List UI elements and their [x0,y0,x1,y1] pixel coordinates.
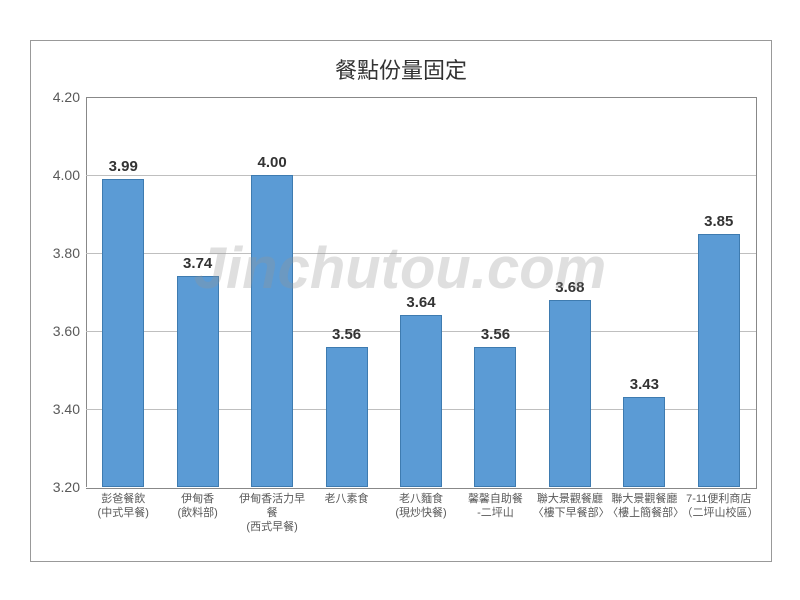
y-tick-label: 4.20 [30,89,80,105]
y-tick-label: 3.40 [30,401,80,417]
bar-value-label: 3.74 [183,255,212,272]
chart-title: 餐點份量固定 [31,53,771,85]
y-tick-label: 3.20 [30,479,80,495]
y-tick-label: 4.00 [30,167,80,183]
plot-area: 3.203.403.603.804.004.20 3.993.744.003.5… [86,97,756,487]
bar-value-label: 3.64 [406,294,435,311]
bar [177,276,219,487]
y-tick-label: 3.60 [30,323,80,339]
x-axis-label: 聯大景觀餐廳〈樓下早餐部〉 [533,493,607,521]
bars: 3.99 3.74 4.00 3.56 3.64 3.56 3.68 3.43 3.85 [86,97,756,487]
bar-value-label: 3.68 [555,279,584,296]
x-axis-label: 馨馨自助餐-二坪山 [458,493,532,521]
bar [549,300,591,487]
x-axis-label: 老八麵食(現炒快餐) [384,493,458,521]
x-axis-label: 聯大景觀餐廳〈樓上簡餐部〉 [607,493,681,521]
bar [623,397,665,487]
bar-value-label: 3.85 [704,213,733,230]
bar-value-label: 3.99 [109,158,138,175]
x-axis-label: 老八素食 [309,493,383,507]
x-axis-label: 彭爸餐飲(中式早餐) [86,493,160,521]
bar [400,315,442,487]
x-axis-label: 伊甸香(飲料部) [160,493,234,521]
bar-value-label: 3.43 [630,376,659,393]
y-tick-label: 3.80 [30,245,80,261]
bar [474,347,516,487]
bar-value-label: 4.00 [257,154,286,171]
x-axis-label: 7-11便利商店（二坪山校區） [682,493,756,521]
bar [326,347,368,487]
chart-container: 餐點份量固定 3.20 3.40 3.60 3.80 4.00 4.20 3.99 3.74… [30,40,772,562]
bar-value-label: 3.56 [332,326,361,343]
bar [102,179,144,487]
x-axis-label: 伊甸香活力早餐(西式早餐) [235,493,309,534]
bar-value-label: 3.56 [481,326,510,343]
bar [698,234,740,488]
bar [251,175,293,487]
